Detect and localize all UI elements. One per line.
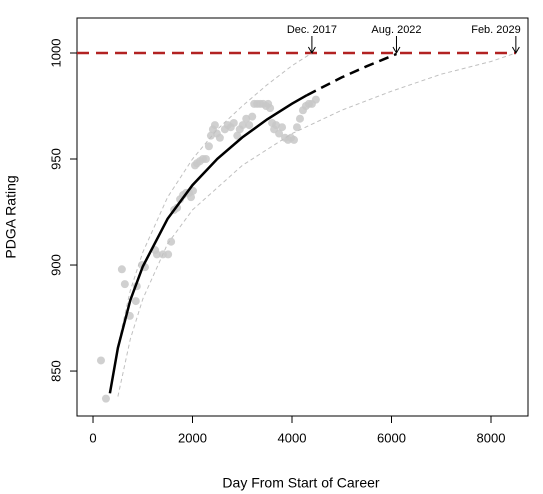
data-point [96,356,105,365]
data-point [292,123,301,132]
data-point [311,95,320,104]
confidence-band [117,52,517,397]
data-point [229,118,238,127]
data-point [101,394,110,403]
confidence-band [112,52,313,376]
data-point [131,297,140,306]
annotation-label: Dec. 2017 [287,24,337,36]
x-tick-label: 4000 [278,430,307,445]
data-point [289,135,298,144]
y-tick-label: 850 [48,360,63,382]
x-tick-label: 6000 [377,430,406,445]
data-point [187,193,196,202]
annotation-label: Aug. 2022 [371,24,421,36]
data-point [278,123,287,132]
data-point [167,237,176,246]
data-point [215,133,224,142]
y-axis-title: PDGA Rating [3,175,19,258]
data-point [120,280,129,289]
plot-frame [76,17,529,417]
x-tick-label: 8000 [477,430,506,445]
annotation-label: Feb. 2029 [471,24,521,36]
data-point [275,129,284,138]
data-point [201,155,210,164]
data-point [210,121,219,130]
x-tick-label: 2000 [178,430,207,445]
fit-line [306,52,397,97]
data-point [117,265,126,274]
data-point [266,104,275,113]
arrow-head [511,46,520,54]
y-tick-label: 900 [48,254,63,276]
data-point [248,112,257,121]
x-axis-title: Day From Start of Career [222,475,379,491]
data-point [152,250,161,259]
data-point [164,250,173,259]
arrow-head [307,46,316,54]
x-tick-label: 0 [89,430,96,445]
data-point [295,114,304,123]
data-point [233,131,242,140]
arrow-head [392,46,401,54]
data-point [204,142,213,151]
data-point [238,121,247,130]
data-point [245,121,254,130]
y-tick-label: 1000 [48,39,63,68]
y-tick-label: 950 [48,148,63,170]
fit-line [108,94,308,394]
